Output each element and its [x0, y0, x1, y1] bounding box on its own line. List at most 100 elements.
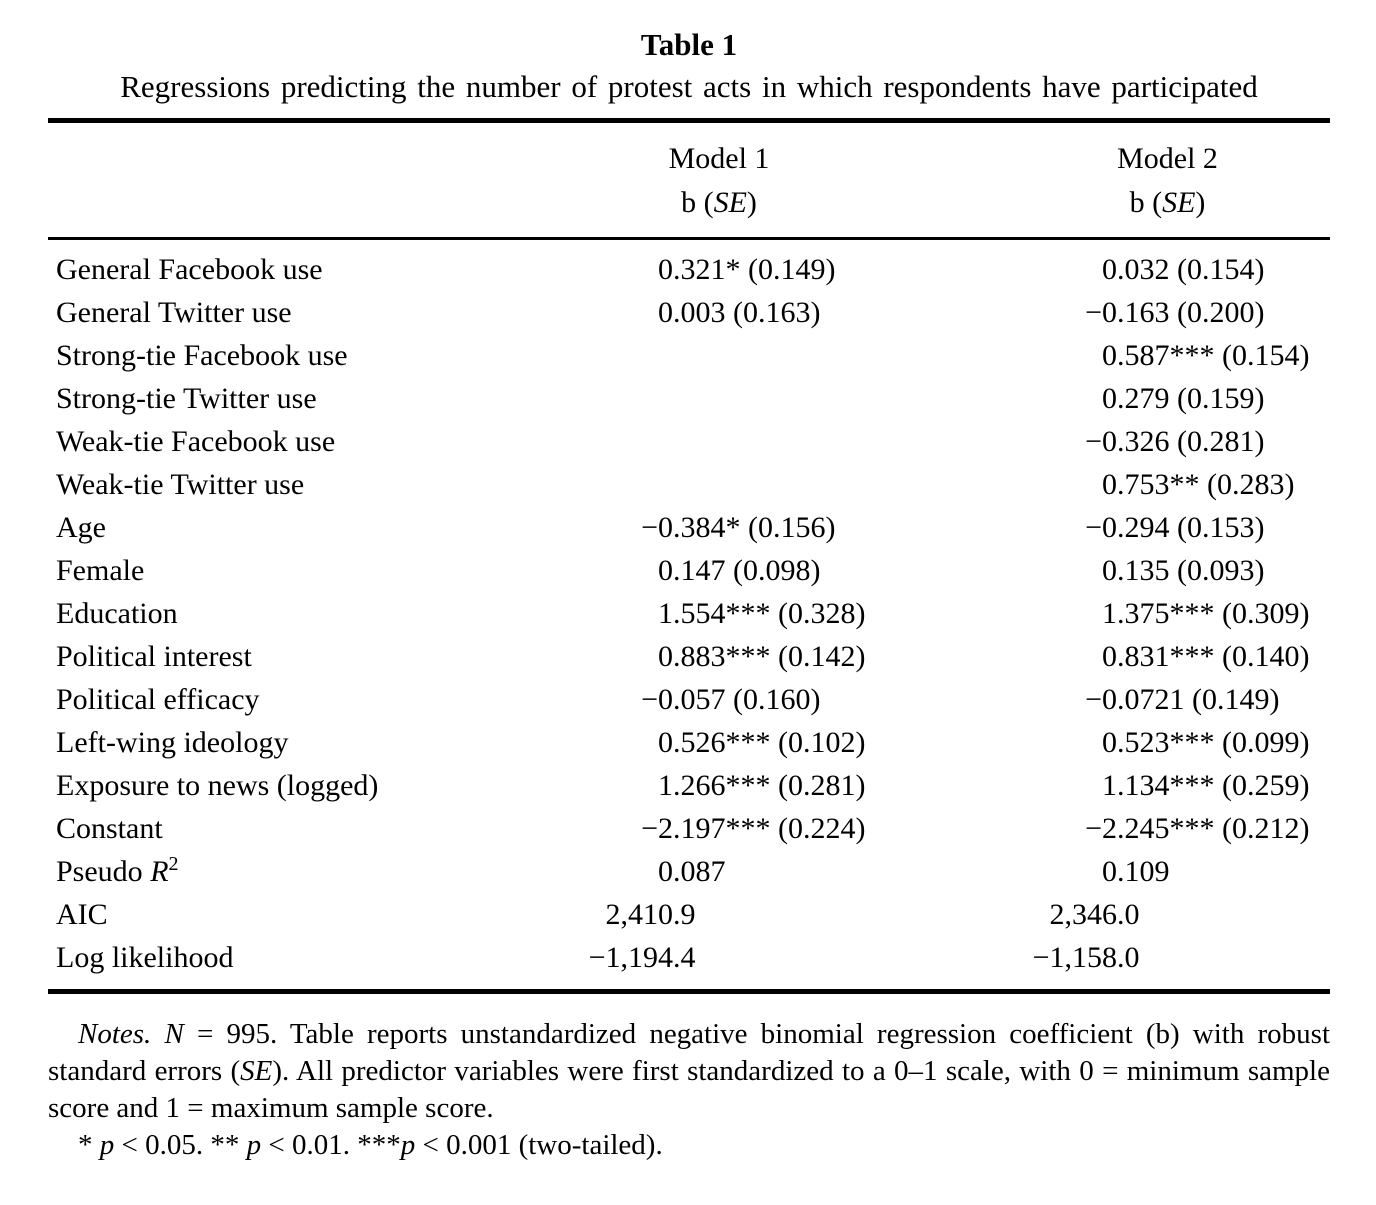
header-rule [48, 237, 1330, 240]
p-symbol: p [99, 1129, 115, 1161]
table-row: Age −0.384* (0.156) −0.294 (0.153) [48, 506, 1330, 549]
table-caption: Regressions predicting the number of pro… [120, 69, 1258, 104]
notes-text-b: ). All predictor variables were first st… [48, 1055, 1330, 1124]
model1-value [553, 377, 997, 420]
model2-value: −0.294 (0.153) [1085, 511, 1265, 544]
table-row: Weak-tie Facebook use −0.326 (0.281) [48, 420, 1330, 463]
model1-value: 1.554*** (0.328) [658, 597, 866, 630]
model1-value: 0.321* (0.149) [658, 253, 836, 286]
table-notes: Notes. N = 995. Table reports unstandard… [48, 1016, 1330, 1164]
model1-value: 2,410.9 [605, 898, 696, 931]
model2-value: 1.134*** (0.259) [1102, 769, 1310, 802]
table-row: General Facebook use 0.321* (0.149) 0.032 … [48, 248, 1330, 291]
table-row: Political interest 0.883*** (0.142) 0.831*… [48, 635, 1330, 678]
bse-suffix: ) [746, 186, 757, 219]
sig-text2: < 0.01. *** [261, 1129, 401, 1161]
table-row: Strong-tie Twitter use 0.279 (0.159) [48, 377, 1330, 420]
model2-title: Model 2 [1117, 142, 1218, 175]
header-model2: Model 2 b (SE) [1001, 137, 1334, 225]
sig-star1: * [78, 1129, 100, 1161]
row-label: Age [56, 511, 106, 544]
table-row: Weak-tie Twitter use 0.753** (0.283) [48, 463, 1330, 506]
row-label: Female [56, 554, 145, 587]
table-row: Log likelihood −1,194.4 −1,158.0 [48, 936, 1330, 979]
model2-value: 1.375*** (0.309) [1102, 597, 1310, 630]
model1-value: 0.883*** (0.142) [658, 640, 866, 673]
notes-label: Notes. [78, 1018, 152, 1050]
page: Table 1 Regressions predicting the numbe… [48, 27, 1330, 1164]
row-label: Education [56, 597, 178, 630]
model2-value: 0.587*** (0.154) [1102, 339, 1310, 372]
table-header: Model 1 b (SE) Model 2 b (SE) [48, 123, 1330, 237]
bse-prefix: b ( [1129, 186, 1163, 219]
model2-value: −0.0721 (0.149) [1085, 683, 1280, 716]
table-body: General Facebook use 0.321* (0.149) 0.032 … [48, 240, 1330, 989]
top-rule [48, 118, 1330, 123]
row-label: Strong-tie Facebook use [56, 339, 348, 372]
model1-value: −0.057 (0.160) [641, 683, 821, 716]
model1-subtitle: b (SE) [497, 181, 941, 225]
p-symbol: p [400, 1129, 416, 1161]
row-label: Left-wing ideology [56, 726, 289, 759]
row-label: Constant [56, 812, 163, 845]
row-label: AIC [56, 898, 108, 931]
model2-value: 0.523*** (0.099) [1102, 726, 1310, 759]
model1-value: −0.384* (0.156) [641, 511, 836, 544]
notes-sep [151, 1018, 164, 1050]
se-label: SE [1162, 186, 1196, 219]
model2-subtitle: b (SE) [1001, 181, 1334, 225]
model1-value: 1.266*** (0.281) [658, 769, 866, 802]
model1-value: −2.197*** (0.224) [641, 812, 866, 845]
bse-suffix: ) [1195, 186, 1206, 219]
model1-value: 0.526*** (0.102) [658, 726, 866, 759]
notes-text-a: = 995. Table reports unstandardized nega… [48, 1018, 1331, 1087]
model1-value: 0.147 (0.098) [658, 554, 821, 587]
row-label: Political efficacy [56, 683, 260, 716]
model1-value: 0.003 (0.163) [658, 296, 821, 329]
model1-value [553, 463, 997, 506]
row-label: Exposure to news (logged) [56, 769, 379, 802]
model2-value: 2,346.0 [1049, 898, 1140, 931]
header-model1: Model 1 b (SE) [497, 137, 941, 225]
model1-value: −1,194.4 [588, 941, 696, 974]
model1-value [553, 334, 997, 377]
row-label: Weak-tie Twitter use [56, 468, 305, 501]
table-row: Education 1.554*** (0.328) 1.375*** (0.309… [48, 592, 1330, 635]
p-symbol: p [246, 1129, 262, 1161]
table-row: Strong-tie Facebook use 0.587*** (0.154) [48, 334, 1330, 377]
model1-value [553, 420, 997, 463]
row-label: General Twitter use [56, 296, 292, 329]
model2-value: 0.831*** (0.140) [1102, 640, 1310, 673]
notes-paragraph: Notes. N = 995. Table reports unstandard… [48, 1016, 1330, 1127]
model2-value: 0.753** (0.283) [1102, 468, 1295, 501]
row-label: Weak-tie Facebook use [56, 425, 336, 458]
row-label: General Facebook use [56, 253, 323, 286]
model2-value: 0.032 (0.154) [1102, 253, 1265, 286]
model1-value: 0.087 [658, 855, 726, 888]
model2-value: 0.279 (0.159) [1102, 382, 1265, 415]
sig-text3: < 0.001 (two-tailed). [415, 1129, 663, 1161]
model2-value: −0.326 (0.281) [1085, 425, 1265, 458]
row-label: Political interest [56, 640, 252, 673]
bottom-rule [48, 989, 1330, 994]
table-row: Female 0.147 (0.098) 0.135 (0.093) [48, 549, 1330, 592]
model2-value: −0.163 (0.200) [1085, 296, 1265, 329]
table-row: Left-wing ideology 0.526*** (0.102) 0.523*… [48, 721, 1330, 764]
table-row: Exposure to news (logged) 1.266*** (0.281… [48, 764, 1330, 807]
table-row: Constant −2.197*** (0.224) −2.245*** (0.21… [48, 807, 1330, 850]
row-label: Log likelihood [56, 941, 234, 974]
header-spacer [48, 137, 553, 225]
model2-value: 0.135 (0.093) [1102, 554, 1265, 587]
table-row: General Twitter use 0.003 (0.163) −0.163 (… [48, 291, 1330, 334]
sig-text1: < 0.05. ** [114, 1129, 247, 1161]
n-symbol: N [164, 1018, 184, 1050]
row-label: Pseudo R2 [56, 853, 179, 888]
significance-note: * p < 0.05. ** p < 0.01. ***p < 0.001 (t… [48, 1127, 1330, 1164]
row-label: Strong-tie Twitter use [56, 382, 317, 415]
model1-title: Model 1 [668, 142, 770, 175]
model2-value: −2.245*** (0.212) [1085, 812, 1310, 845]
table-row: Pseudo R2 0.087 0.109 [48, 850, 1330, 893]
model2-value: 0.109 [1102, 855, 1170, 888]
table-number: Table 1 [640, 27, 738, 62]
se-symbol: SE [240, 1055, 273, 1087]
